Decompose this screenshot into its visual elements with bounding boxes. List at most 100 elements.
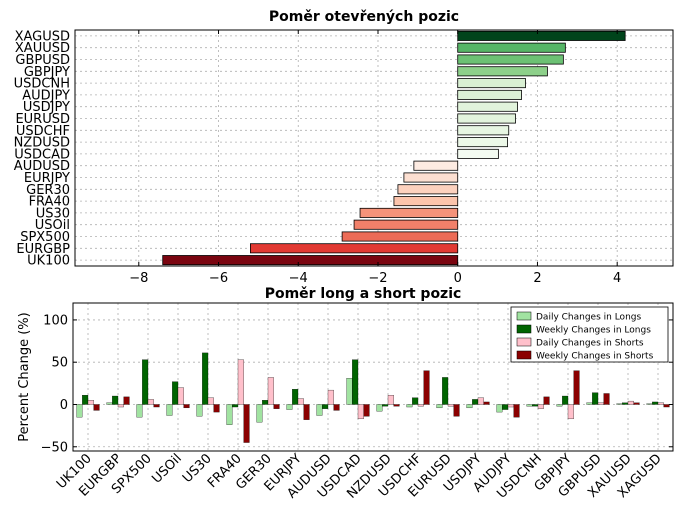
- bar-eurgbp-s0: [106, 402, 113, 405]
- bar-xagusd-s3: [663, 404, 670, 408]
- legend-item: Daily Changes in Longs: [536, 313, 641, 323]
- bar-us30: [359, 207, 459, 218]
- bar-spx500: [341, 231, 459, 242]
- bar-usdjpy-s2: [477, 397, 484, 405]
- bar-xauusd-s1: [622, 402, 629, 405]
- bar-audusd-s0: [316, 404, 323, 416]
- bar-gbpusd: [457, 54, 564, 65]
- legend: Daily Changes in Longs Weekly Changes in …: [510, 306, 669, 363]
- ytick-label: USDJPY: [23, 100, 70, 115]
- ytick-label: 0: [60, 398, 68, 413]
- bar-audusd-s1: [322, 404, 329, 409]
- bar-usdjpy-s0: [466, 404, 473, 409]
- bar-fra40: [393, 196, 459, 207]
- ytick-label: EURGBP: [16, 242, 70, 257]
- xtick-label: −8: [129, 271, 148, 286]
- bar-nzdusd: [457, 137, 508, 148]
- bar-ger30: [397, 184, 459, 195]
- y-axis-label: Percent Change (%): [17, 312, 32, 441]
- bar-us30-s0: [196, 404, 203, 417]
- bar-eurjpy-s3: [303, 404, 310, 420]
- plot1-frame: [74, 29, 674, 267]
- chart1-title: Poměr otevřených pozic: [269, 9, 459, 25]
- bar-usdcnh-s2: [537, 404, 544, 409]
- bar-eurusd: [457, 113, 516, 124]
- bar-ger30-s1: [262, 400, 269, 405]
- bar-xauusd-s3: [633, 402, 640, 405]
- legend-item: Daily Changes in Shorts: [536, 339, 644, 349]
- xtick-label: 2: [533, 271, 541, 286]
- bar-audjpy-s3: [513, 404, 520, 418]
- bar-usdchf-s2: [417, 404, 424, 407]
- bar-usdcnh-s0: [526, 404, 533, 407]
- ytick-label: −50: [41, 440, 68, 455]
- bar-gbpusd-s3: [603, 393, 610, 405]
- bar-usdjpy-s3: [483, 401, 490, 405]
- bar-eurgbp: [250, 243, 459, 254]
- bar-fra40-s2: [237, 359, 244, 405]
- ytick-label: USDCAD: [14, 147, 70, 162]
- xtick-label: −4: [289, 271, 308, 286]
- ytick-label: US30: [36, 206, 70, 221]
- ytick-label: SPX500: [20, 230, 70, 245]
- bar-ger30-s0: [256, 404, 263, 423]
- ytick-label: 100: [43, 313, 68, 328]
- xtick-label: 0: [454, 271, 462, 286]
- bar-gbpusd-s1: [592, 392, 599, 405]
- bar-nzdusd-s1: [382, 404, 389, 407]
- ytick-label: USDCNH: [14, 77, 70, 92]
- bar-audusd-s2: [327, 389, 334, 405]
- bar-spx500-s2: [147, 399, 154, 405]
- xtick-label: −2: [368, 271, 387, 286]
- bar-uk100-s1: [82, 395, 89, 405]
- bar-nzdusd-s2: [387, 395, 394, 405]
- ytick-label: USOil: [35, 218, 70, 233]
- bar-usdchf: [457, 125, 510, 136]
- bar-usdcnh-s3: [543, 396, 550, 405]
- bar-xagusd-s0: [646, 403, 653, 405]
- bar-gbpjpy-s0: [556, 404, 563, 407]
- bar-usoil-s1: [172, 381, 179, 405]
- bar-usdjpy-s1: [472, 399, 479, 405]
- ytick-label: NZDUSD: [14, 136, 70, 151]
- bar-xauusd-s0: [616, 403, 623, 405]
- legend-box: [510, 306, 669, 363]
- legend-swatch: [516, 324, 532, 334]
- bar-xauusd-s2: [627, 400, 634, 405]
- bar-nzdusd-s3: [393, 404, 400, 407]
- bar-eurusd-s2: [447, 404, 454, 407]
- bar-audusd-s3: [333, 404, 340, 411]
- ytick-label: 50: [51, 356, 68, 371]
- ytick-label: EURUSD: [15, 112, 70, 127]
- ytick-label: XAUUSD: [15, 41, 70, 56]
- xtick-label: 4: [613, 271, 621, 286]
- bar-usoil-s2: [177, 387, 184, 405]
- bar-audusd: [413, 160, 459, 171]
- bar-xagusd-s1: [652, 401, 659, 405]
- bar-usoil-s3: [183, 404, 190, 409]
- ytick-label: EURJPY: [24, 171, 70, 186]
- bar-gbpjpy: [457, 66, 548, 77]
- bar-us30-s1: [202, 352, 209, 405]
- ytick-label: UK100: [27, 254, 70, 269]
- bar-fra40-s1: [232, 404, 239, 408]
- bar-gbpjpy-s1: [562, 395, 569, 405]
- chart2-title: Poměr long a short pozic: [265, 286, 462, 302]
- bar-us30-s3: [213, 404, 220, 413]
- bar-usdchf-s3: [423, 370, 430, 405]
- bar-gbpusd-s2: [597, 402, 604, 405]
- bar-eurjpy-s2: [297, 398, 304, 405]
- bar-gbpjpy-s3: [573, 370, 580, 405]
- bar-eurjpy-s0: [286, 404, 293, 410]
- bar-usdjpy: [457, 101, 518, 112]
- bar-uk100-s3: [93, 404, 100, 411]
- legend-item: Weekly Changes in Shorts: [536, 352, 654, 362]
- ytick-label: GER30: [26, 183, 70, 198]
- bar-eurgbp-s1: [112, 395, 119, 405]
- bar-nzdusd-s0: [376, 404, 383, 412]
- bar-eurusd-s1: [442, 377, 449, 405]
- ytick-label: FRA40: [29, 195, 70, 210]
- bar-eurusd-s0: [436, 404, 443, 409]
